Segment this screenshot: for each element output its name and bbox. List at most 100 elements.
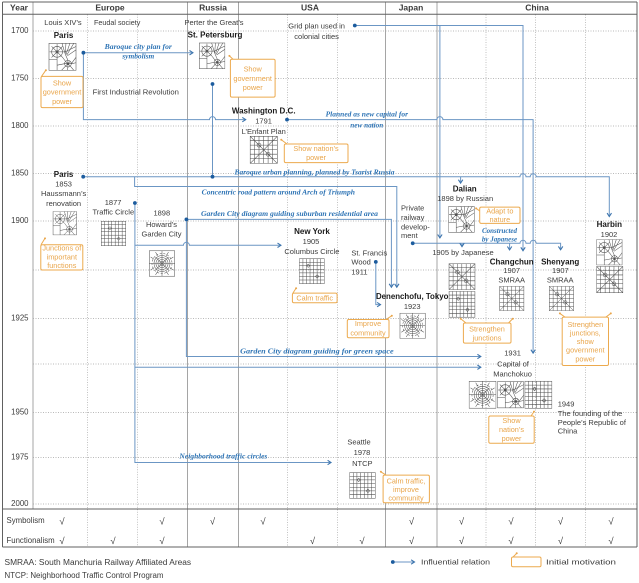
svg-text:ment: ment <box>401 231 419 240</box>
svg-text:√: √ <box>210 516 216 527</box>
svg-text:China: China <box>525 3 549 13</box>
svg-text:1905 by Japanese: 1905 by Japanese <box>432 248 493 257</box>
svg-text:The founding of the: The founding of the <box>558 409 623 418</box>
svg-text:Shenyang: Shenyang <box>541 257 579 266</box>
svg-text:New York: New York <box>294 227 330 236</box>
svg-text:Seattle: Seattle <box>347 438 370 447</box>
svg-text:Perter the Great’s: Perter the Great’s <box>184 18 243 27</box>
svg-text:√: √ <box>159 536 165 547</box>
svg-text:Grid plan used in: Grid plan used in <box>288 21 345 30</box>
svg-text:Changchun: Changchun <box>490 257 534 266</box>
svg-text:Garden City diagram guiding fo: Garden City diagram guiding for green sp… <box>240 348 394 356</box>
svg-text:Strengthen: Strengthen <box>469 325 505 334</box>
svg-text:Calm traffic,: Calm traffic, <box>387 476 426 485</box>
svg-text:power: power <box>52 97 72 106</box>
svg-text:1902: 1902 <box>601 230 618 239</box>
svg-text:Calm traffic: Calm traffic <box>296 293 333 302</box>
svg-text:1978: 1978 <box>354 448 371 457</box>
svg-text:Capital of: Capital of <box>497 360 530 369</box>
svg-text:junctions,: junctions, <box>569 328 601 337</box>
svg-text:1911: 1911 <box>351 267 367 276</box>
svg-text:√: √ <box>59 516 65 527</box>
svg-text:1898 by Russian: 1898 by Russian <box>437 194 493 203</box>
svg-text:develop-: develop- <box>401 222 430 231</box>
svg-text:Haussmann’s: Haussmann’s <box>41 189 87 198</box>
svg-text:Japan: Japan <box>399 3 424 13</box>
svg-text:√: √ <box>508 516 514 527</box>
svg-text:junctions: junctions <box>472 333 502 342</box>
svg-text:Garden City diagram guiding su: Garden City diagram guiding suburban res… <box>201 210 379 218</box>
svg-text:Constructed: Constructed <box>482 227 518 235</box>
svg-text:√: √ <box>608 536 614 547</box>
svg-text:NTCP: NTCP <box>352 459 372 468</box>
svg-text:SMRAA: SMRAA <box>547 275 574 284</box>
svg-text:√: √ <box>110 536 116 547</box>
svg-text:community: community <box>350 328 386 337</box>
svg-text:government: government <box>566 346 605 355</box>
svg-text:St. Francis: St. Francis <box>351 249 387 258</box>
svg-text:St. Petersburg: St. Petersburg <box>188 30 243 39</box>
svg-text:1700: 1700 <box>11 26 29 35</box>
svg-text:1898: 1898 <box>153 208 170 217</box>
svg-text:√: √ <box>558 536 564 547</box>
svg-text:Private: Private <box>401 204 424 213</box>
svg-text:Russia: Russia <box>199 3 227 13</box>
svg-text:√: √ <box>310 536 316 547</box>
svg-text:power: power <box>243 83 263 92</box>
svg-text:government: government <box>233 74 272 83</box>
svg-text:improve: improve <box>393 485 419 494</box>
svg-text:Improve: Improve <box>355 319 381 328</box>
svg-text:Neighborhood traffic circles: Neighborhood traffic circles <box>178 452 267 460</box>
svg-text:railway: railway <box>401 213 425 222</box>
svg-text:Junctions of: Junctions of <box>42 244 82 253</box>
svg-text:1905: 1905 <box>303 237 320 246</box>
svg-text:Functionalism: Functionalism <box>7 536 55 545</box>
svg-text:USA: USA <box>301 3 319 13</box>
svg-text:Planned as new capital for: Planned as new capital for <box>326 111 409 119</box>
svg-text:√: √ <box>608 516 614 527</box>
svg-text:Adapt to: Adapt to <box>486 206 513 215</box>
svg-text:government: government <box>43 88 82 97</box>
svg-text:1931: 1931 <box>504 349 521 358</box>
svg-text:Show: Show <box>244 65 263 74</box>
svg-text:√: √ <box>59 536 65 547</box>
svg-text:1975: 1975 <box>11 452 29 461</box>
svg-text:1949: 1949 <box>558 400 575 409</box>
svg-text:Strengthen: Strengthen <box>567 320 603 329</box>
svg-text:Feudal society: Feudal society <box>94 18 141 27</box>
svg-text:Traffic Circle: Traffic Circle <box>92 208 134 217</box>
svg-text:Howard’s: Howard’s <box>146 220 177 229</box>
svg-text:1925: 1925 <box>11 313 29 322</box>
svg-text:1950: 1950 <box>11 407 29 416</box>
svg-text:Year: Year <box>10 3 29 13</box>
svg-text:Baroque urban planning, planne: Baroque urban planning, planned by Tsari… <box>233 169 395 177</box>
svg-text:Baroque city plan for: Baroque city plan for <box>104 43 173 51</box>
svg-text:nation’s: nation’s <box>499 425 524 434</box>
svg-text:symbolism: symbolism <box>121 52 155 60</box>
svg-text:√: √ <box>159 516 165 527</box>
svg-text:important: important <box>47 252 77 261</box>
svg-text:Show: Show <box>502 416 521 425</box>
svg-text:2000: 2000 <box>11 499 29 508</box>
svg-text:√: √ <box>508 536 514 547</box>
svg-text:First Industrial Revolution: First Industrial Revolution <box>93 88 179 97</box>
svg-text:1800: 1800 <box>11 121 29 130</box>
svg-text:power: power <box>502 434 522 443</box>
svg-text:Denenchofu, Tokyo: Denenchofu, Tokyo <box>376 292 449 301</box>
svg-text:Paris: Paris <box>54 170 74 179</box>
svg-text:Washington D.C.: Washington D.C. <box>232 107 296 116</box>
svg-text:Symbolism: Symbolism <box>7 516 45 525</box>
svg-text:China: China <box>558 427 578 436</box>
svg-text:People’s Republic of: People’s Republic of <box>558 418 627 427</box>
svg-text:Europe: Europe <box>95 3 125 13</box>
svg-text:Show nation’s: Show nation’s <box>293 144 339 153</box>
svg-text:1923: 1923 <box>404 302 421 311</box>
svg-text:Influential relation: Influential relation <box>421 558 490 567</box>
svg-text:SMRAA: South Manchuria Railway: SMRAA: South Manchuria Railway Affiliate… <box>5 558 192 567</box>
svg-text:Initial motivation: Initial motivation <box>546 558 616 567</box>
svg-text:colonial cities: colonial cities <box>294 32 339 41</box>
svg-text:NTCP: Neighborhood Traffic Con: NTCP: Neighborhood Traffic Control Progr… <box>5 571 164 580</box>
svg-text:1907: 1907 <box>552 266 569 275</box>
svg-text:1900: 1900 <box>11 216 29 225</box>
svg-text:nature: nature <box>489 215 510 224</box>
